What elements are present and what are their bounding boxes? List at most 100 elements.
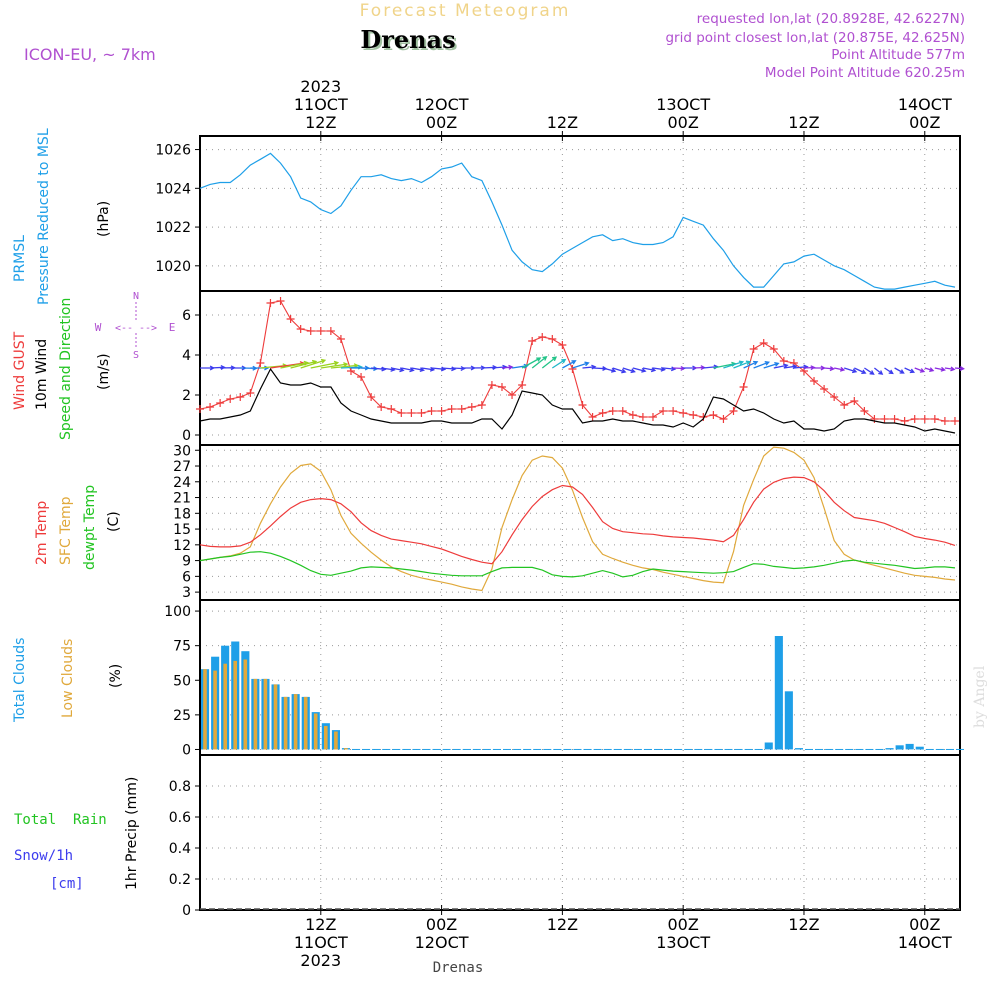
gust-marker: [950, 417, 959, 425]
gust-marker: [266, 299, 275, 307]
total-clouds-label: Total Clouds: [12, 638, 28, 723]
wind-labels: Wind GUST 10m Wind Speed and Direction (…: [12, 291, 175, 440]
gust-marker: [497, 383, 506, 391]
pressure-panel: 1020 1022 1024 1026: [155, 135, 961, 292]
wind-speed-direction-label: Speed and Direction: [58, 298, 74, 440]
wind-10m-label: 10m Wind: [34, 339, 50, 410]
wind-arrow: [602, 367, 617, 373]
total-cloud-bar: [764, 742, 773, 750]
low-cloud-bar: [293, 694, 298, 750]
precip-labels: Total Rain Snow/1h [cm] 1hr Precip (mm): [14, 777, 140, 892]
gust-marker: [578, 401, 587, 409]
gust-marker: [538, 333, 547, 341]
gust-marker: [508, 391, 517, 399]
time-label-bottom: 12OCT: [415, 933, 469, 952]
time-label-bottom: 00Z: [426, 915, 457, 934]
gust-marker: [900, 417, 909, 425]
gust-marker: [316, 327, 325, 335]
compass-w: W: [95, 321, 102, 334]
wind-arrow: [944, 366, 956, 372]
wind-arrow: [854, 367, 867, 375]
clouds-ytick-label: 25: [173, 708, 191, 724]
time-label-bottom: 2023: [300, 951, 341, 970]
grid-point-lonlat: grid point closest lon,lat (20.875E, 42.…: [665, 30, 965, 46]
gust-marker: [608, 407, 617, 415]
pressure-ytick-label: 1024: [155, 181, 191, 197]
gust-marker: [880, 415, 889, 423]
time-label-bottom: 13OCT: [656, 933, 710, 952]
gust-marker: [588, 413, 597, 421]
precip-frame: [199, 754, 961, 911]
total-cloud-bar: [905, 743, 914, 750]
wind-arrow: [733, 360, 752, 369]
gust-marker: [528, 337, 537, 345]
gust-marker: [648, 413, 657, 421]
wind-arrow: [924, 367, 935, 373]
precip-unit: 1hr Precip (mm): [124, 777, 140, 890]
low-cloud-bar: [303, 696, 308, 750]
wind-unit: (m/s): [96, 353, 112, 390]
station-title: Drenas: [360, 25, 455, 54]
temperature-ytick-label: 24: [173, 475, 191, 491]
precip-ytick-label: 0.4: [169, 841, 191, 857]
point-altitude: Point Altitude 577m: [831, 47, 965, 63]
low-cloud-bar: [243, 659, 248, 750]
gust-marker: [326, 327, 335, 335]
pressure-frame: [199, 135, 961, 292]
watermark-title: Forecast Meteogram: [360, 1, 571, 21]
gust-line: [199, 300, 955, 422]
wind-arrow: [824, 366, 835, 372]
wind-arrow: [562, 360, 577, 369]
gust-marker: [820, 385, 829, 393]
time-label-top: 12Z: [547, 113, 578, 132]
wind-arrow: [541, 356, 558, 369]
wind-arrow: [753, 361, 770, 369]
gust-marker: [286, 315, 295, 323]
requested-lonlat: requested lon,lat (20.8928E, 42.6227N): [697, 11, 965, 27]
wind-arrow: [391, 367, 405, 373]
low-cloud-bar: [253, 678, 258, 750]
gust-marker: [568, 365, 577, 373]
gust-marker: [719, 415, 728, 423]
gust-marker: [256, 359, 265, 367]
station-title-shadow: Drenas: [362, 27, 457, 56]
total-cloud-bar: [885, 748, 894, 750]
precip-ytick-label: 0.8: [169, 779, 191, 795]
time-label-top: 11OCT: [294, 95, 348, 114]
dewpt-line: [199, 551, 956, 578]
time-label-top: 12Z: [305, 113, 336, 132]
wind-ytick-label: 2: [182, 388, 191, 404]
pressure-ytick-label: 1020: [155, 259, 191, 275]
wind-arrow: [743, 360, 759, 369]
gust-marker: [729, 407, 738, 415]
gust-marker: [457, 405, 466, 413]
time-label-top: 2023: [300, 77, 341, 96]
gust-marker: [206, 403, 215, 411]
wind-arrow: [401, 367, 415, 373]
time-label-bottom: 12Z: [305, 915, 336, 934]
low-cloud-bar: [233, 660, 237, 750]
temp-unit: (C): [106, 511, 122, 532]
gust-marker: [367, 393, 376, 401]
gust-marker: [346, 367, 355, 375]
wind-arrow: [300, 358, 327, 369]
temp-2m-label: 2m Temp: [34, 501, 50, 565]
wind-arrow: [662, 366, 677, 372]
wind-arrow: [894, 367, 905, 374]
snow-unit: [cm]: [50, 876, 84, 892]
total-cloud-bar: [794, 748, 803, 750]
wind-arrow: [844, 367, 858, 374]
compass-e: E: [169, 321, 176, 334]
wind-arrow: [652, 366, 666, 372]
wind-arrow: [884, 367, 894, 375]
low-cloud-bar: [203, 669, 207, 750]
wind-arrow: [934, 366, 946, 372]
temperature-ytick-label: 9: [182, 554, 191, 570]
low-cloud-bar: [263, 678, 268, 750]
temperature-labels: 2m Temp SFC Temp dewpt Temp (C): [34, 485, 122, 570]
time-label-bottom: 12Z: [788, 915, 819, 934]
wind-arrow: [320, 362, 349, 369]
total-cloud-bar: [784, 691, 793, 750]
